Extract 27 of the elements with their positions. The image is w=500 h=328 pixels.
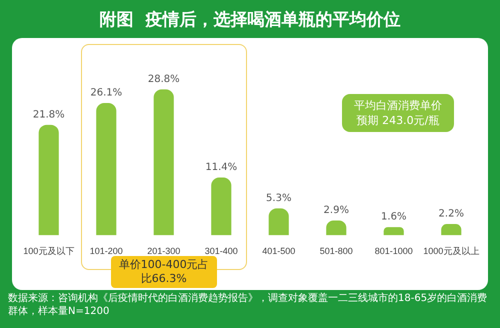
bar xyxy=(96,103,116,236)
data-label: 26.1% xyxy=(90,88,122,99)
data-label: 5.3% xyxy=(266,192,292,204)
data-label: 2.2% xyxy=(438,208,464,220)
data-label: 1.6% xyxy=(381,212,406,223)
chart-title: 附图 疫情后，选择喝酒单瓶的平均价位 xyxy=(98,9,402,31)
x-tick-label: 801-1000 xyxy=(374,246,413,256)
annotation: 平均白酒消费单价预期 243.0元/瓶 xyxy=(342,94,454,132)
data-label: 28.8% xyxy=(148,74,180,85)
bar xyxy=(441,224,462,236)
x-tick-label: 401-500 xyxy=(262,246,296,256)
source-note: 数据来源：咨询机构《后疫情时代的白酒消费趋势报告》，调查对象覆盖一二三线城市的18-65岁的白酒消费群体，样本量N=1200 xyxy=(8,292,488,318)
data-label: 21.8% xyxy=(32,109,65,120)
data-label: 11.4% xyxy=(205,162,238,174)
x-tick-label: 501-800 xyxy=(320,246,353,256)
text: 单价100-400元占比66.3% xyxy=(110,256,217,288)
bar xyxy=(211,177,232,236)
bar xyxy=(268,208,289,236)
x-tick-label: 101-200 xyxy=(90,246,123,256)
bar xyxy=(384,227,404,236)
data-label: 2.9% xyxy=(324,205,349,216)
bar xyxy=(154,89,174,236)
bar xyxy=(38,124,59,236)
x-tick-label: 1000元及以上 xyxy=(423,246,480,256)
x-tick-label: 201-300 xyxy=(147,246,180,256)
x-tick-label: 301-400 xyxy=(204,246,238,256)
x-tick-label: 100元及以下 xyxy=(23,246,74,256)
